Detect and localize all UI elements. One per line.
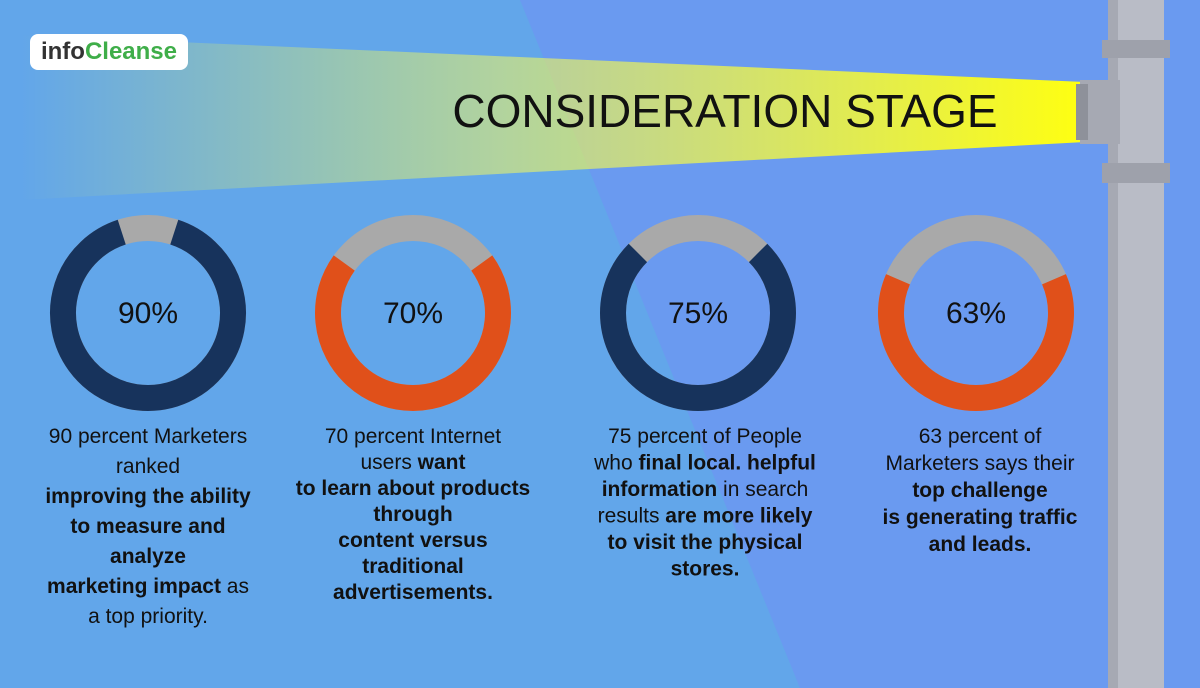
caption-text: 90 percent Marketers (49, 425, 247, 448)
caption-line: to measure and (70, 515, 225, 538)
pole (1076, 0, 1170, 688)
caption-line: stores. (671, 557, 740, 580)
logo-prefix: info (41, 38, 85, 65)
caption-line: improving the ability (45, 485, 251, 508)
caption-text: who (593, 451, 638, 474)
caption-line: users want (360, 451, 465, 474)
value-label: 90% (118, 297, 178, 330)
caption-text: analyze (110, 545, 186, 568)
value-label: 70% (383, 297, 443, 330)
caption-line: 90 percent Marketers (49, 425, 247, 448)
caption-text: 63 percent of (919, 425, 1042, 448)
caption-line: results are more likely (598, 504, 813, 527)
caption-line: through (373, 503, 452, 526)
caption-text: 75 percent of People (608, 425, 802, 448)
caption-line: advertisements. (333, 581, 493, 604)
caption-text: to measure and (70, 515, 225, 538)
caption-line: who final local. helpful (593, 451, 816, 474)
caption-text: stores. (671, 557, 740, 580)
caption-line: a top priority. (88, 605, 208, 628)
caption-text: top challenge (912, 479, 1047, 502)
caption-text: want (417, 451, 466, 474)
logo-suffix: Cleanse (85, 38, 177, 65)
title: CONSIDERATION STAGE (452, 85, 997, 137)
value-label: 63% (946, 297, 1006, 330)
caption-line: content versus (338, 529, 487, 552)
caption-line: marketing impact as (47, 575, 249, 598)
donut-arc (600, 243, 796, 411)
caption-line: analyze (110, 545, 186, 568)
caption-text: final local. helpful (639, 451, 816, 474)
caption-text: as (221, 575, 249, 598)
caption-line: 70 percent Internet (325, 425, 501, 448)
caption-text: a top priority. (88, 605, 208, 628)
caption-text: results (598, 504, 666, 527)
caption-text: traditional (362, 555, 464, 578)
donut-arc (50, 219, 246, 411)
caption-text: users (360, 451, 417, 474)
background-shade (520, 0, 1200, 688)
value-label: 75% (668, 297, 728, 330)
light-beam (20, 35, 1085, 200)
donut-arc (315, 255, 511, 411)
caption-text: is generating traffic (883, 506, 1078, 529)
caption-text: to visit the physical (608, 531, 803, 554)
caption-line: ranked (116, 455, 180, 478)
caption-line: traditional (362, 555, 464, 578)
caption-line: Marketers says their (885, 452, 1074, 475)
caption-text: marketing impact (47, 575, 221, 598)
caption-line: information in search (602, 478, 809, 501)
caption-text: are more likely (665, 504, 812, 527)
caption-line: 75 percent of People (608, 425, 802, 448)
caption-text: content versus (338, 529, 487, 552)
caption-text: 70 percent Internet (325, 425, 501, 448)
caption-text: improving the ability (45, 485, 251, 508)
caption-line: to learn about products (296, 477, 531, 500)
caption-text: ranked (116, 455, 180, 478)
caption-text: through (373, 503, 452, 526)
caption-line: and leads. (929, 533, 1032, 556)
caption-line: is generating traffic (883, 506, 1078, 529)
donut-arc (878, 274, 1074, 411)
caption-line: 63 percent of (919, 425, 1042, 448)
caption-text: advertisements. (333, 581, 493, 604)
caption-text: to learn about products (296, 477, 531, 500)
caption-text: in search (717, 478, 808, 501)
caption-line: top challenge (912, 479, 1047, 502)
caption-text: Marketers says their (885, 452, 1074, 475)
logo-badge (30, 34, 188, 70)
caption-text: and leads. (929, 533, 1032, 556)
caption-text: information (602, 478, 718, 501)
caption-line: to visit the physical (608, 531, 803, 554)
logo: infoCleanse (41, 38, 177, 65)
